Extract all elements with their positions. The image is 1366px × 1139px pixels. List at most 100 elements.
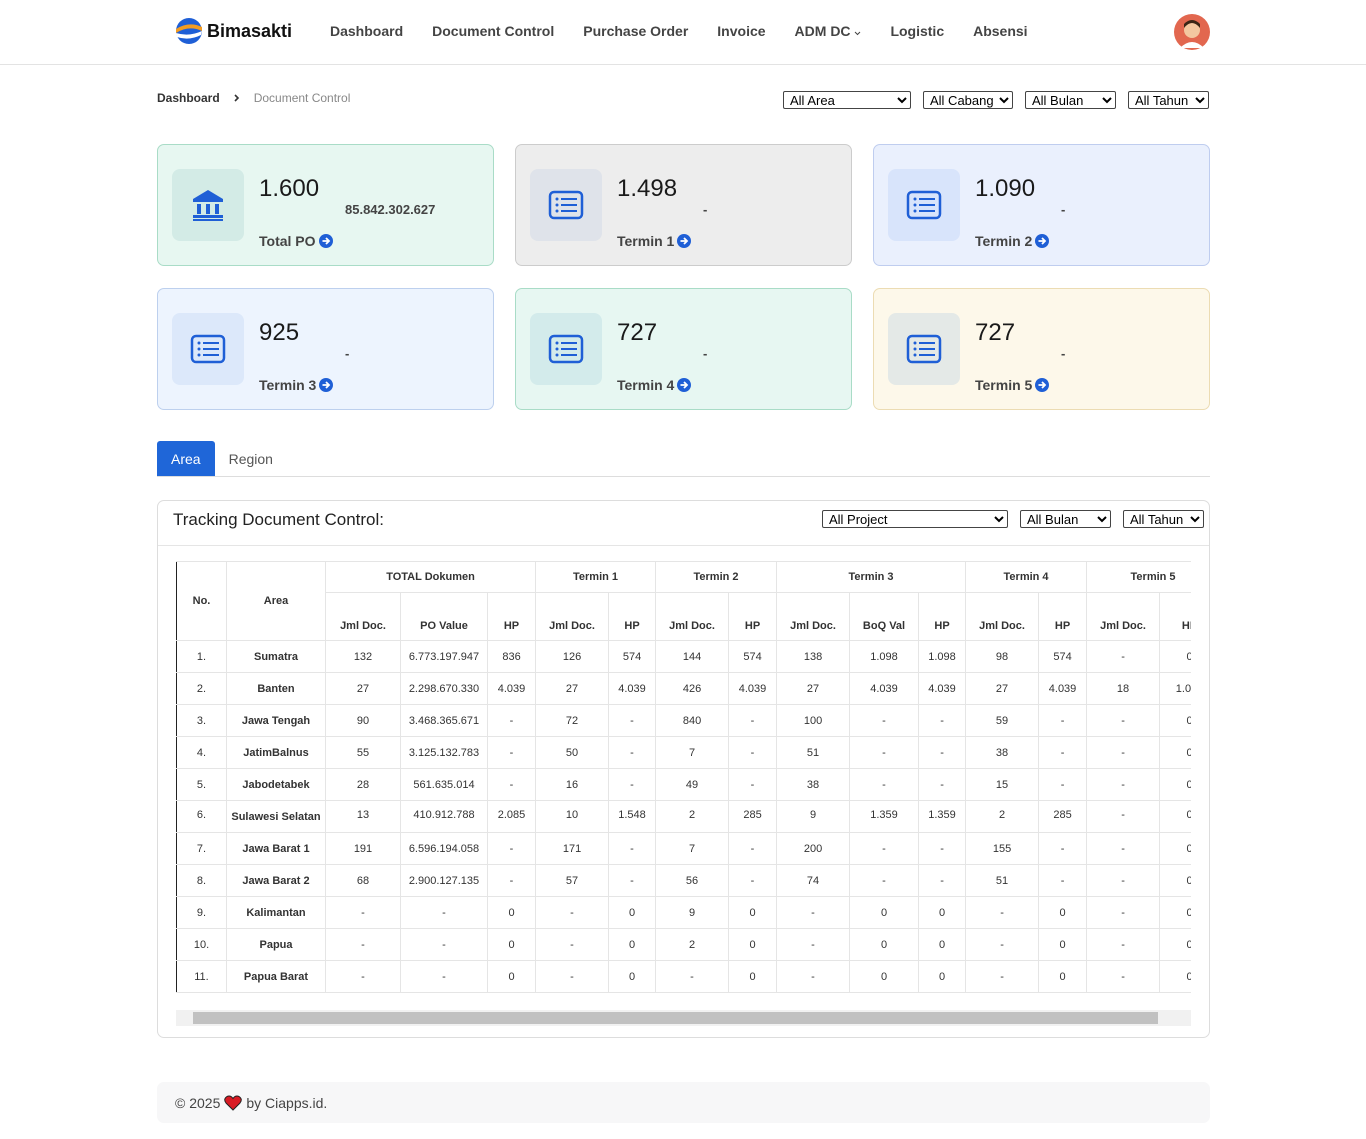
card-link[interactable]: Termin 4 — [617, 377, 692, 393]
filter-select[interactable]: All Project — [822, 510, 1008, 528]
table-cell: - — [849, 864, 920, 897]
table-cell: 15 — [965, 768, 1040, 801]
dropdown-caret — [855, 31, 861, 36]
table-cell: 0 — [1159, 704, 1191, 737]
table-cell: - — [1038, 704, 1088, 737]
breadcrumb: Dashboard Document Control — [157, 91, 350, 105]
filter-select[interactable]: All Bulan — [1020, 510, 1111, 528]
table-cell: 1.098 — [849, 640, 920, 673]
area-cell: JatimBalnus — [226, 736, 326, 769]
nav-link[interactable]: Dashboard — [330, 23, 404, 39]
column-header[interactable]: Area — [226, 561, 326, 641]
column-header[interactable]: Jml Doc. — [965, 592, 1040, 641]
table-cell: - — [728, 704, 778, 737]
column-header[interactable]: HP — [1038, 592, 1088, 641]
panel-filters: All Project All Bulan All Tahun — [822, 510, 1204, 528]
card-label[interactable]: Termin 5 — [975, 377, 1033, 393]
table-cell: 3.468.365.671 — [400, 704, 488, 737]
scrollbar[interactable] — [176, 1010, 1191, 1026]
card-label[interactable]: Total PO — [259, 233, 316, 249]
filter-select[interactable]: All Tahun — [1123, 510, 1204, 528]
summary-card: 1.600 85.842.302.627 Total PO — [157, 144, 494, 266]
column-header[interactable]: HP — [486, 592, 537, 641]
table-cell: - — [1086, 704, 1161, 737]
card-link[interactable]: Total PO — [259, 233, 333, 249]
nav-link[interactable]: Purchase Order — [583, 23, 689, 39]
tab[interactable]: Area — [157, 441, 215, 476]
table-cell: - — [608, 864, 657, 897]
table-cell: 100 — [776, 704, 851, 737]
column-header[interactable]: Jml Doc. — [535, 592, 610, 641]
table-row: 6. Sulawesi Selatan 13 410.912.788 2.085 10 1.… — [176, 800, 1191, 833]
nav-link[interactable]: Absensi — [973, 23, 1028, 39]
column-header[interactable]: HP — [728, 592, 778, 641]
filter-select[interactable]: All Cabang — [923, 91, 1013, 109]
filter-select[interactable]: All Tahun — [1128, 91, 1209, 109]
column-header[interactable]: PO Value — [400, 592, 488, 641]
nav-link[interactable]: ADM DC — [795, 23, 862, 39]
table-row: 2. Banten 27 2.298.670.330 4.039 27 4.039 426 4.… — [176, 672, 1191, 705]
card-label[interactable]: Termin 4 — [617, 377, 675, 393]
table-cell: 8. — [176, 864, 227, 897]
nav-link[interactable]: Invoice — [717, 23, 766, 39]
avatar[interactable] — [1174, 14, 1210, 50]
table-cell: 0 — [1159, 864, 1191, 897]
column-header[interactable]: HP — [1159, 592, 1191, 641]
table-cell: 0 — [1159, 896, 1191, 929]
card-link[interactable]: Termin 5 — [975, 377, 1050, 393]
table-cell: - — [1086, 928, 1161, 961]
tab[interactable]: Region — [228, 451, 273, 467]
column-header[interactable]: HP — [918, 592, 967, 641]
table-cell: 4.039 — [849, 672, 920, 705]
table-cell: - — [1086, 864, 1161, 897]
table-cell: 1.098 — [918, 640, 967, 673]
column-header[interactable]: Jml Doc. — [325, 592, 401, 641]
column-header[interactable]: Jml Doc. — [655, 592, 730, 641]
card-label[interactable]: Termin 2 — [975, 233, 1033, 249]
table-cell: 0 — [849, 960, 920, 993]
table-cell: - — [325, 896, 401, 929]
column-header[interactable]: Jml Doc. — [776, 592, 851, 641]
table-cell: 285 — [728, 800, 778, 833]
table-cell: 57 — [535, 864, 610, 897]
table-cell: 0 — [728, 896, 778, 929]
table-cell: 74 — [776, 864, 851, 897]
table-cell: 4.039 — [608, 672, 657, 705]
brand[interactable]: Bimasakti — [175, 17, 292, 45]
filter-select[interactable]: All Area — [783, 91, 911, 109]
table-cell: - — [608, 704, 657, 737]
column-header[interactable]: No. — [176, 561, 227, 641]
card-link[interactable]: Termin 3 — [259, 377, 334, 393]
scroll-thumb[interactable] — [193, 1012, 1158, 1024]
card-link[interactable]: Termin 1 — [617, 233, 692, 249]
filter-select[interactable]: All Bulan — [1025, 91, 1116, 109]
table-cell: 0 — [918, 928, 967, 961]
table-cell: 191 — [325, 832, 401, 865]
table-cell: 98 — [965, 640, 1040, 673]
column-header[interactable]: Jml Doc. — [1086, 592, 1161, 641]
table-cell: - — [1038, 864, 1088, 897]
card-label[interactable]: Termin 1 — [617, 233, 675, 249]
table-cell: 9 — [655, 896, 730, 929]
breadcrumb-link[interactable]: Dashboard — [157, 91, 220, 105]
nav-link[interactable]: Document Control — [432, 23, 555, 39]
card-label[interactable]: Termin 3 — [259, 377, 317, 393]
table-cell: 0 — [918, 960, 967, 993]
table-cell: 6.773.197.947 — [400, 640, 488, 673]
nav-link[interactable]: Logistic — [890, 23, 945, 39]
table-cell: 7 — [655, 736, 730, 769]
table-cell: 4.039 — [728, 672, 778, 705]
card-link[interactable]: Termin 2 — [975, 233, 1050, 249]
column-header[interactable]: BoQ Val — [849, 592, 920, 641]
table-cell: 574 — [1038, 640, 1088, 673]
table-row: 10.Papua--0-020-00-0-0 — [176, 928, 1191, 961]
arrow-icon — [1035, 378, 1050, 392]
table-cell: 0 — [486, 960, 537, 993]
table-cell: - — [1086, 768, 1161, 801]
column-header[interactable]: HP — [608, 592, 657, 641]
card-value: 727 — [975, 319, 1016, 346]
table-cell: 6. — [176, 800, 227, 833]
logo — [176, 18, 202, 44]
table-cell: 0 — [1159, 928, 1191, 961]
table-cell: 2.900.127.135 — [400, 864, 488, 897]
